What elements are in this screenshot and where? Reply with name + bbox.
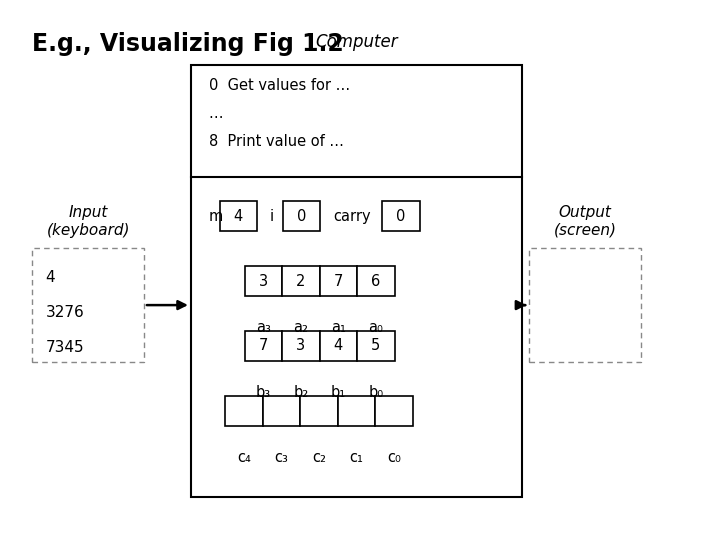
Bar bbox=[357, 266, 395, 296]
Bar bbox=[245, 331, 282, 361]
Bar bbox=[320, 331, 357, 361]
Text: i: i bbox=[270, 209, 274, 224]
Text: c₀: c₀ bbox=[387, 450, 401, 465]
Bar bbox=[225, 396, 263, 426]
Text: Output
(screen): Output (screen) bbox=[554, 205, 616, 238]
Text: Input
(keyboard): Input (keyboard) bbox=[47, 205, 130, 238]
Text: 4: 4 bbox=[334, 339, 343, 353]
Text: b₂: b₂ bbox=[293, 385, 309, 400]
Text: 7345: 7345 bbox=[45, 340, 84, 355]
Text: carry: carry bbox=[333, 209, 371, 224]
Bar bbox=[245, 266, 282, 296]
Text: a₁: a₁ bbox=[331, 320, 346, 335]
Bar bbox=[220, 201, 257, 231]
Text: 4: 4 bbox=[234, 209, 243, 224]
Text: c₁: c₁ bbox=[349, 450, 364, 465]
Text: Computer: Computer bbox=[315, 33, 397, 51]
Bar bbox=[191, 65, 522, 497]
Text: c₂: c₂ bbox=[312, 450, 326, 465]
Text: E.g., Visualizing Fig 1.2: E.g., Visualizing Fig 1.2 bbox=[32, 32, 344, 56]
Text: m: m bbox=[209, 209, 223, 224]
Text: 5: 5 bbox=[372, 339, 380, 353]
Text: b₃: b₃ bbox=[256, 385, 271, 400]
Bar bbox=[32, 248, 144, 362]
Text: 3276: 3276 bbox=[45, 305, 84, 320]
Text: …: … bbox=[209, 106, 223, 122]
Text: a₀: a₀ bbox=[369, 320, 383, 335]
Text: 0: 0 bbox=[297, 209, 307, 224]
Bar bbox=[282, 331, 320, 361]
Bar bbox=[283, 201, 320, 231]
Text: c₄: c₄ bbox=[237, 450, 251, 465]
Bar bbox=[382, 201, 420, 231]
Bar bbox=[282, 266, 320, 296]
Text: 7: 7 bbox=[333, 274, 343, 288]
Text: 3: 3 bbox=[259, 274, 268, 288]
Text: 7: 7 bbox=[258, 339, 269, 353]
Bar bbox=[375, 396, 413, 426]
Text: 2: 2 bbox=[296, 274, 306, 288]
Text: a₂: a₂ bbox=[294, 320, 308, 335]
Text: 0  Get values for …: 0 Get values for … bbox=[209, 78, 350, 93]
Text: b₁: b₁ bbox=[330, 385, 346, 400]
Bar bbox=[338, 396, 375, 426]
Bar bbox=[357, 331, 395, 361]
Text: 6: 6 bbox=[372, 274, 380, 288]
Bar bbox=[300, 396, 338, 426]
Text: 8  Print value of …: 8 Print value of … bbox=[209, 134, 343, 150]
Bar bbox=[263, 396, 300, 426]
Text: 3: 3 bbox=[297, 339, 305, 353]
Text: c₃: c₃ bbox=[274, 450, 289, 465]
Text: a₃: a₃ bbox=[256, 320, 271, 335]
Text: b₀: b₀ bbox=[368, 385, 384, 400]
Bar bbox=[529, 248, 641, 362]
Text: 0: 0 bbox=[396, 209, 406, 224]
Text: 4: 4 bbox=[45, 270, 55, 285]
Bar bbox=[320, 266, 357, 296]
